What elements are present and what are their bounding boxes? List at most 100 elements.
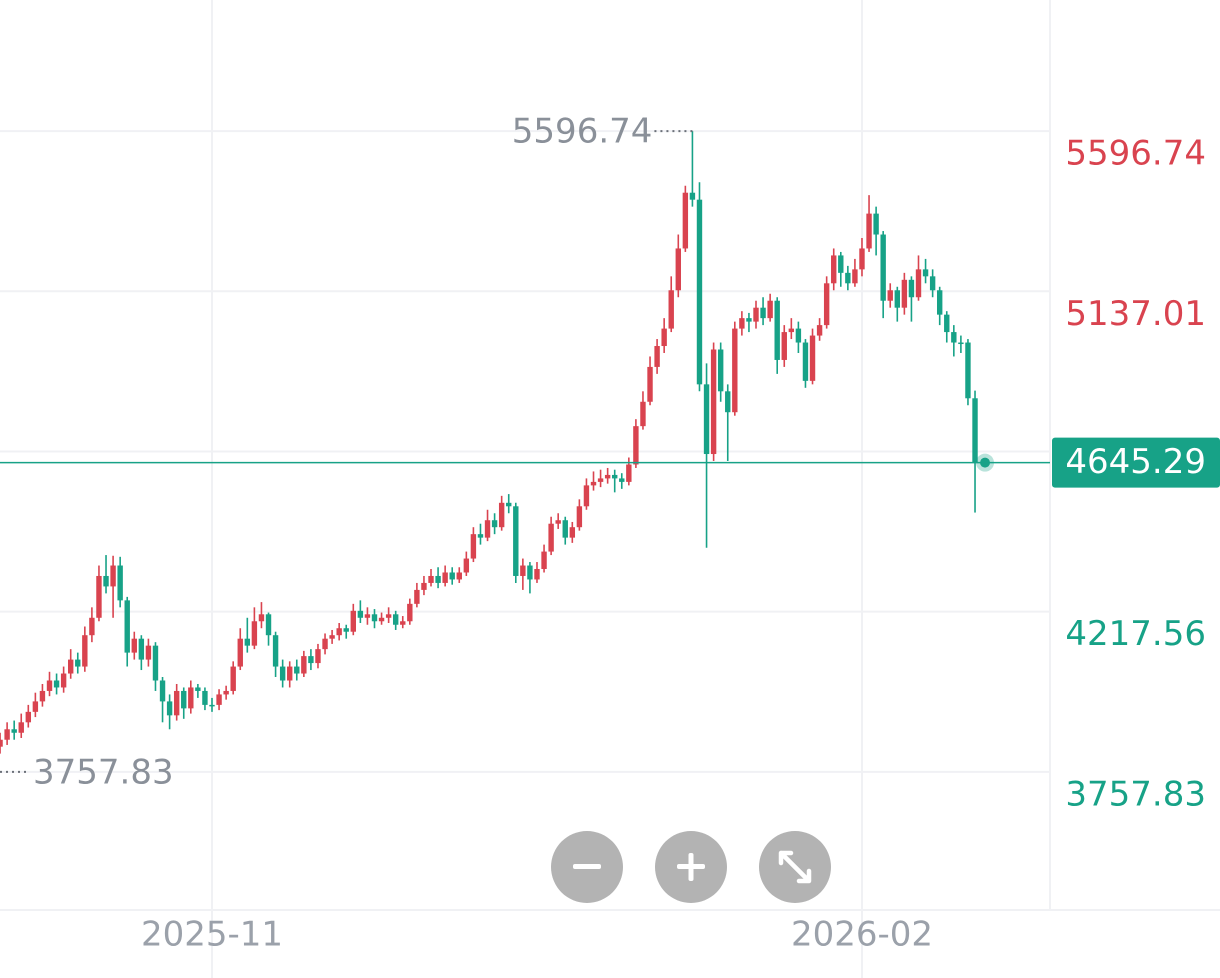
candle-body: [929, 276, 936, 291]
candle-body: [703, 384, 710, 455]
candle-body: [336, 628, 342, 636]
candle-body: [364, 614, 371, 618]
candle-body: [4, 729, 10, 740]
zoom-controls: [551, 831, 831, 903]
fullscreen-button[interactable]: [759, 831, 831, 903]
candle-body: [463, 558, 470, 573]
candle-body: [951, 332, 957, 343]
candle-body: [68, 659, 74, 674]
candle-body: [244, 638, 251, 646]
candle-body: [350, 610, 356, 632]
candle-body: [223, 690, 229, 695]
candle-body: [357, 610, 364, 618]
candle-body: [880, 234, 886, 301]
candle-body: [39, 690, 46, 702]
candle-body: [802, 342, 809, 381]
candle-body: [682, 192, 689, 249]
candle-body: [555, 520, 561, 524]
candle-body: [25, 711, 32, 723]
candle-body: [0, 739, 3, 747]
candle-body: [159, 680, 166, 702]
candle-body: [230, 666, 236, 691]
candle-body: [915, 269, 922, 298]
candle-body: [576, 506, 583, 528]
candle-body: [279, 666, 286, 681]
candle-body: [75, 659, 81, 667]
y-tick-label: 3757.83: [1065, 774, 1206, 814]
candle-body: [258, 614, 265, 622]
candle-body: [195, 687, 201, 691]
candle-body: [32, 701, 39, 712]
candle-body: [873, 213, 879, 235]
candle-body: [845, 272, 851, 284]
candle-body: [548, 523, 554, 552]
candle-body: [117, 565, 123, 601]
candle-body: [696, 199, 703, 385]
candle-body: [922, 269, 929, 277]
candle-body: [202, 690, 208, 705]
candle-body: [209, 704, 215, 707]
candle-body: [732, 328, 738, 413]
y-tick-label: 4217.56: [1065, 614, 1206, 654]
candle-body: [675, 248, 681, 291]
zoom-in-button[interactable]: [655, 831, 727, 903]
candle-body: [852, 269, 858, 284]
candle-body: [710, 349, 717, 455]
candle-body: [619, 478, 625, 482]
candle-body: [859, 248, 865, 270]
candle-body: [414, 589, 420, 604]
candle-body: [11, 729, 17, 733]
candle-body: [103, 575, 109, 587]
candle-body: [124, 600, 130, 653]
candle-body: [944, 314, 950, 333]
candle-body: [633, 426, 639, 465]
candle-body: [272, 635, 279, 667]
y-tick-label: 5596.74: [1065, 134, 1206, 174]
min-annotation: 3757.83: [33, 752, 174, 792]
candle-body: [569, 527, 576, 538]
candle-body: [428, 575, 434, 583]
candle-body: [668, 290, 674, 329]
candle-body: [590, 481, 597, 486]
candle-body: [612, 474, 618, 479]
candle-body: [378, 617, 385, 622]
x-tick-label: 2026-02: [791, 915, 933, 955]
candle-body: [181, 690, 187, 709]
candle-body: [173, 690, 180, 716]
candle-body: [541, 551, 547, 570]
candle-body: [838, 255, 844, 273]
candle-body: [343, 628, 349, 632]
candle-body: [562, 520, 568, 538]
candle-body: [60, 673, 67, 688]
candle-body: [315, 649, 321, 664]
candle-body: [301, 656, 307, 674]
candle-body: [152, 645, 159, 681]
candle-body: [760, 307, 766, 319]
candle-body: [82, 635, 88, 667]
candle-body: [96, 575, 102, 618]
zoom-out-button[interactable]: [551, 831, 623, 903]
y-tick-label: 5137.01: [1065, 294, 1206, 334]
candle-body: [216, 694, 222, 705]
candle-body: [449, 572, 455, 580]
candle-body: [795, 328, 802, 343]
candle-body: [626, 464, 632, 482]
candle-body: [18, 722, 24, 733]
max-annotation: 5596.74: [512, 112, 653, 152]
candle-body: [166, 701, 173, 716]
candle-body: [477, 534, 484, 538]
x-tick-label: 2025-11: [141, 915, 283, 955]
candle-body: [788, 328, 795, 333]
candle-body: [470, 534, 477, 559]
candle-body: [767, 300, 773, 319]
candle-body: [604, 474, 611, 479]
candle-body: [597, 478, 604, 482]
candle-body: [647, 366, 653, 402]
candle-body: [972, 398, 978, 463]
candle-body: [491, 520, 498, 528]
candle-body: [823, 283, 830, 326]
candle-body: [689, 192, 696, 200]
candle-body: [654, 346, 660, 367]
price-dot: [980, 457, 991, 468]
